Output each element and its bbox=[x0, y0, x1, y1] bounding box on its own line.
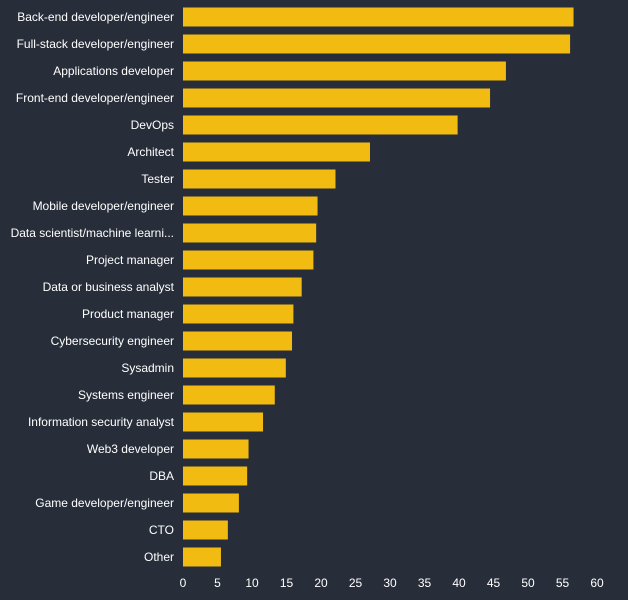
x-tick-label-5: 25 bbox=[349, 576, 363, 590]
bar-16[interactable] bbox=[183, 439, 249, 459]
x-tick-label-11: 55 bbox=[556, 576, 570, 590]
x-tick-label-10: 50 bbox=[521, 576, 535, 590]
category-label-13: Sysadmin bbox=[121, 361, 174, 375]
x-tick-label-1: 5 bbox=[214, 576, 221, 590]
bar-6[interactable] bbox=[183, 169, 336, 189]
bar-15[interactable] bbox=[183, 412, 264, 432]
x-tick-label-8: 40 bbox=[452, 576, 466, 590]
bar-2[interactable] bbox=[183, 61, 506, 81]
category-label-18: Game developer/engineer bbox=[35, 496, 174, 510]
bar-1[interactable] bbox=[183, 34, 571, 54]
x-tick-label-3: 15 bbox=[280, 576, 294, 590]
x-tick-label-9: 45 bbox=[487, 576, 501, 590]
bar-4[interactable] bbox=[183, 115, 458, 135]
bar-11[interactable] bbox=[183, 304, 294, 324]
category-label-14: Systems engineer bbox=[78, 388, 174, 402]
category-label-7: Mobile developer/engineer bbox=[33, 199, 174, 213]
category-label-9: Project manager bbox=[86, 253, 174, 267]
category-label-8: Data scientist/machine learni... bbox=[11, 226, 174, 240]
category-label-17: DBA bbox=[149, 469, 174, 483]
bar-9[interactable] bbox=[183, 250, 314, 270]
category-label-4: DevOps bbox=[131, 118, 174, 132]
x-tick-label-12: 60 bbox=[590, 576, 604, 590]
bar-13[interactable] bbox=[183, 358, 286, 378]
category-label-10: Data or business analyst bbox=[43, 280, 175, 294]
bar-18[interactable] bbox=[183, 493, 239, 513]
category-label-1: Full-stack developer/engineer bbox=[17, 37, 174, 51]
x-tick-label-2: 10 bbox=[245, 576, 259, 590]
category-label-0: Back-end developer/engineer bbox=[17, 10, 174, 24]
category-label-11: Product manager bbox=[82, 307, 174, 321]
bar-14[interactable] bbox=[183, 385, 275, 405]
bar-17[interactable] bbox=[183, 466, 248, 486]
bar-19[interactable] bbox=[183, 520, 228, 540]
category-label-5: Architect bbox=[127, 145, 174, 159]
category-label-19: CTO bbox=[149, 523, 174, 537]
category-label-15: Information security analyst bbox=[28, 415, 175, 429]
category-label-2: Applications developer bbox=[53, 64, 174, 78]
bar-12[interactable] bbox=[183, 331, 293, 351]
bars-group bbox=[183, 7, 574, 567]
category-label-3: Front-end developer/engineer bbox=[16, 91, 174, 105]
bar-7[interactable] bbox=[183, 196, 318, 216]
x-tick-label-4: 20 bbox=[314, 576, 328, 590]
bar-3[interactable] bbox=[183, 88, 491, 108]
category-label-20: Other bbox=[144, 550, 174, 564]
category-label-12: Cybersecurity engineer bbox=[51, 334, 174, 348]
category-label-6: Tester bbox=[141, 172, 174, 186]
x-tick-label-0: 0 bbox=[180, 576, 187, 590]
bar-10[interactable] bbox=[183, 277, 302, 297]
x-tick-label-6: 30 bbox=[383, 576, 397, 590]
bar-0[interactable] bbox=[183, 7, 574, 27]
x-axis-ticks-group: 0 5 10 15 20 25 30 35 40 45 50 55 60 bbox=[180, 576, 604, 590]
category-labels-group: Back-end developer/engineer Full-stack de… bbox=[11, 10, 175, 564]
bar-5[interactable] bbox=[183, 142, 370, 162]
x-tick-label-7: 35 bbox=[418, 576, 432, 590]
category-label-16: Web3 developer bbox=[87, 442, 174, 456]
bar-20[interactable] bbox=[183, 547, 221, 567]
bar-8[interactable] bbox=[183, 223, 317, 243]
